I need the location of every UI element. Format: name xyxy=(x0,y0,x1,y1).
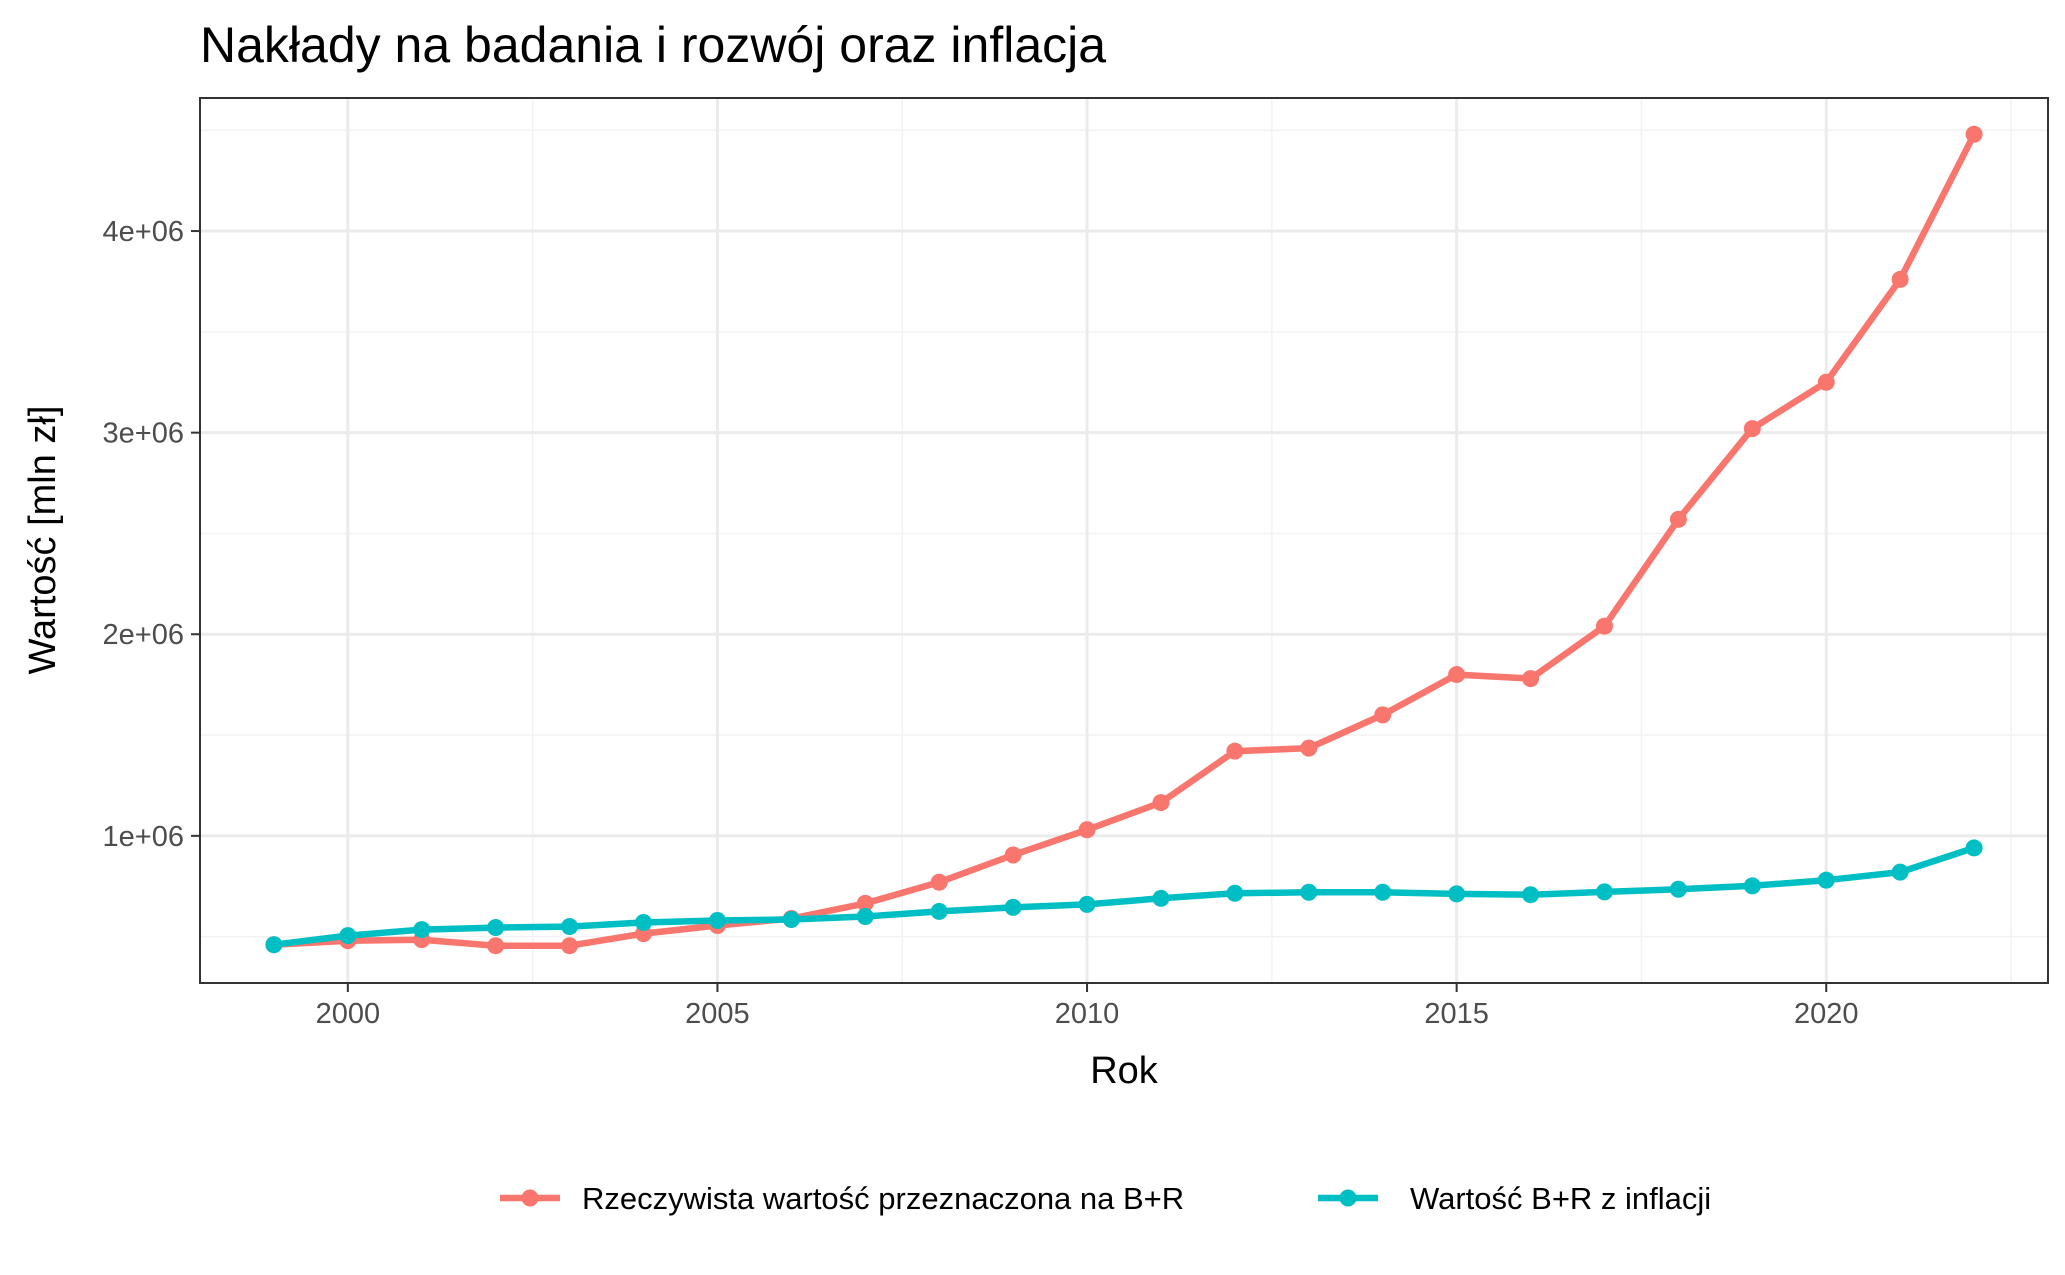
data-point xyxy=(1448,666,1466,684)
data-point xyxy=(1300,883,1318,901)
data-point xyxy=(930,902,948,920)
data-point xyxy=(1669,880,1687,898)
data-point xyxy=(708,912,726,930)
data-point xyxy=(1595,617,1613,635)
series-line xyxy=(273,132,1977,949)
legend: Rzeczywista wartość przeznaczona na B+R W… xyxy=(500,1181,1711,1216)
data-point xyxy=(1374,706,1392,724)
x-axis-title: Rok xyxy=(1090,1050,1159,1092)
data-point xyxy=(1817,871,1835,889)
chart-title: Nakłady na badania i rozwój oraz inflacj… xyxy=(200,17,1106,73)
data-point xyxy=(1743,877,1761,895)
data-point xyxy=(1004,846,1022,864)
data-point xyxy=(265,936,283,954)
data-point xyxy=(1595,883,1613,901)
data-point xyxy=(1004,898,1022,916)
x-tick-label: 2000 xyxy=(316,998,381,1030)
x-tick-label: 2005 xyxy=(685,998,750,1030)
data-point xyxy=(930,873,948,891)
data-point xyxy=(1891,270,1909,288)
data-point xyxy=(1078,821,1096,839)
data-point xyxy=(561,918,579,936)
data-point xyxy=(413,921,431,939)
data-point xyxy=(856,894,874,912)
data-point xyxy=(1965,839,1983,857)
data-point xyxy=(1078,895,1096,913)
data-point xyxy=(1152,889,1170,907)
data-point xyxy=(487,937,505,955)
legend-label: Rzeczywista wartość przeznaczona na B+R xyxy=(582,1181,1184,1216)
data-point xyxy=(1152,794,1170,812)
series-layer xyxy=(265,125,1983,955)
data-point xyxy=(487,919,505,937)
y-tick-label: 3e+06 xyxy=(103,418,184,450)
axis-labels: 2000 2005 2010 2015 2020 1e+06 2e+06 3e+06 4e+06 xyxy=(103,216,1859,1030)
axis-ticks xyxy=(191,230,1828,992)
data-point xyxy=(1669,510,1687,528)
data-point xyxy=(856,907,874,925)
plot-border xyxy=(199,97,2049,984)
data-point xyxy=(1300,739,1318,757)
legend-item: Rzeczywista wartość przeznaczona na B+R xyxy=(500,1181,1184,1216)
x-tick-label: 2010 xyxy=(1055,998,1120,1030)
data-point xyxy=(1743,420,1761,438)
data-point xyxy=(1374,883,1392,901)
grid-minor xyxy=(200,98,2048,983)
data-point xyxy=(1817,373,1835,391)
data-point xyxy=(1891,863,1909,881)
legend-key-point xyxy=(1339,1189,1357,1207)
x-tick-label: 2020 xyxy=(1794,998,1859,1030)
y-tick-label: 2e+06 xyxy=(103,619,184,651)
x-tick-label: 2015 xyxy=(1424,998,1489,1030)
data-point xyxy=(561,937,579,955)
legend-item: Wartość B+R z inflacji xyxy=(1318,1181,1711,1216)
data-point xyxy=(1522,886,1540,904)
data-point xyxy=(635,914,653,932)
data-point xyxy=(1226,884,1244,902)
series-line xyxy=(273,844,1976,948)
data-point xyxy=(782,910,800,928)
data-point xyxy=(1448,885,1466,903)
data-point xyxy=(1965,125,1983,143)
grid-major xyxy=(200,98,2048,983)
y-axis-title: Wartość [mln zł] xyxy=(22,406,64,675)
legend-label: Wartość B+R z inflacji xyxy=(1410,1181,1711,1216)
series-2 xyxy=(265,839,1983,954)
legend-key-point xyxy=(521,1189,539,1207)
data-point xyxy=(1226,742,1244,760)
y-tick-label: 4e+06 xyxy=(103,216,184,248)
data-point xyxy=(339,927,357,945)
data-point xyxy=(1522,670,1540,688)
y-tick-label: 1e+06 xyxy=(103,821,184,853)
